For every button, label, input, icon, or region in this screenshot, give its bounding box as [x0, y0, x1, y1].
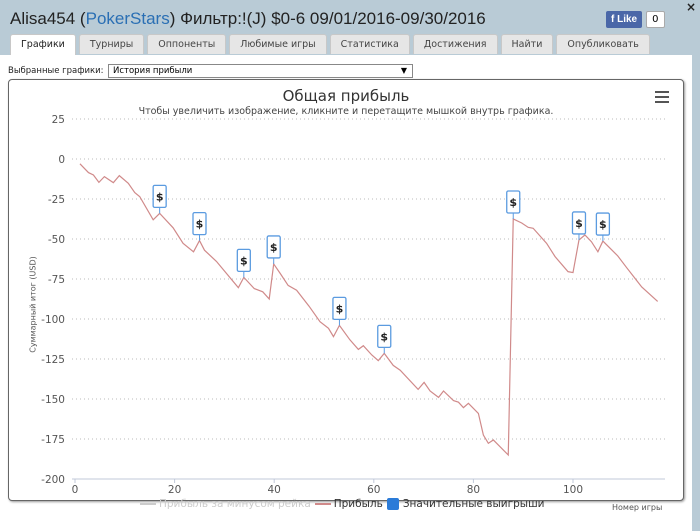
tab-tournaments[interactable]: Турниры [78, 34, 145, 54]
tab-achievements[interactable]: Достижения [412, 34, 498, 54]
chart-legend: Прибыль за минусом рейка Прибыль Значите… [140, 498, 545, 510]
y-tick-label: -25 [48, 194, 65, 206]
tab-charts[interactable]: Графики [10, 34, 76, 55]
big-win-marker [192, 211, 207, 236]
x-tick-label: 0 [72, 484, 79, 496]
title-player: Alisa454 ( [10, 9, 86, 28]
big-win-label: $ [575, 217, 583, 230]
tab-opponents[interactable]: Оппоненты [147, 34, 227, 54]
big-win-marker [266, 235, 281, 259]
y-tick-label: -175 [41, 434, 65, 446]
hamburger-menu-icon[interactable] [655, 91, 669, 106]
title-site[interactable]: PokerStars [85, 9, 170, 28]
legend-label: Прибыль за минусом рейка [159, 498, 311, 510]
big-win-marker [236, 248, 251, 273]
y-tick-label: 25 [52, 114, 65, 126]
like-label: Like [617, 14, 638, 25]
tab-bar: Графики Турниры Оппоненты Любимые игры С… [10, 34, 650, 55]
facebook-like-button[interactable]: f Like [606, 11, 643, 28]
facebook-icon: f [611, 14, 618, 25]
close-icon[interactable]: × [685, 0, 696, 14]
tab-statistics[interactable]: Статистика [329, 34, 410, 54]
y-tick-label: -150 [41, 394, 65, 406]
legend-item-big-wins[interactable]: Значительные выигрыши [386, 498, 545, 510]
tab-search[interactable]: Найти [500, 34, 554, 54]
tab-favorite-games[interactable]: Любимые игры [229, 34, 327, 54]
big-win-label: $ [336, 302, 344, 315]
big-win-label: $ [156, 190, 164, 203]
x-tick-label: 60 [367, 484, 380, 496]
tab-publish[interactable]: Опубликовать [556, 34, 650, 54]
x-tick-label: 40 [268, 484, 281, 496]
legend-item-profit[interactable]: Прибыль [314, 498, 383, 510]
window-title: Alisa454 (PokerStars) Фильтр:!(J) $0-6 0… [10, 9, 486, 29]
chart-title: Общая прибыль [282, 87, 410, 105]
x-tick-label: 100 [563, 484, 583, 496]
y-tick-label: -100 [41, 314, 65, 326]
legend-label: Прибыль [333, 498, 383, 510]
y-tick-label: -125 [41, 354, 65, 366]
big-win-marker [377, 324, 392, 349]
legend-item-rake[interactable]: Прибыль за минусом рейка [140, 498, 311, 510]
like-count: 0 [646, 11, 665, 28]
big-win-marker [332, 296, 347, 321]
big-win-label: $ [380, 330, 388, 343]
big-win-marker [506, 190, 521, 214]
facebook-like[interactable]: f Like 0 [606, 11, 665, 28]
chart-selector[interactable]: История прибыли ▼ [108, 64, 413, 78]
big-win-marker [595, 212, 611, 236]
big-win-label: $ [240, 254, 248, 267]
y-tick-label: -75 [48, 274, 65, 286]
big-win-label: $ [509, 196, 517, 209]
big-win-marker [152, 184, 167, 209]
profit-line [79, 163, 659, 457]
x-tick-label: 80 [467, 484, 480, 496]
dropdown-arrow-icon: ▼ [400, 66, 407, 75]
chart-selector-value: История прибыли [113, 66, 193, 76]
x-axis-title: Номер игры [612, 503, 663, 512]
big-win-label: $ [196, 218, 204, 231]
chart-container[interactable] [8, 79, 684, 501]
big-win-label: $ [599, 218, 607, 231]
y-tick-label: -200 [41, 474, 65, 486]
chart-selector-label: Выбранные графики: [8, 66, 104, 76]
big-win-marker [571, 211, 587, 235]
chart-subtitle: Чтобы увеличить изображение, кликните и … [138, 106, 554, 117]
y-tick-label: 0 [58, 154, 65, 166]
legend-label: Значительные выигрыши [402, 498, 545, 510]
x-tick-label: 20 [168, 484, 181, 496]
big-win-label: $ [270, 241, 278, 254]
title-filter: ) Фильтр:!(J) $0-6 09/01/2016-09/30/2016 [169, 9, 486, 28]
y-tick-label: -50 [48, 234, 65, 246]
